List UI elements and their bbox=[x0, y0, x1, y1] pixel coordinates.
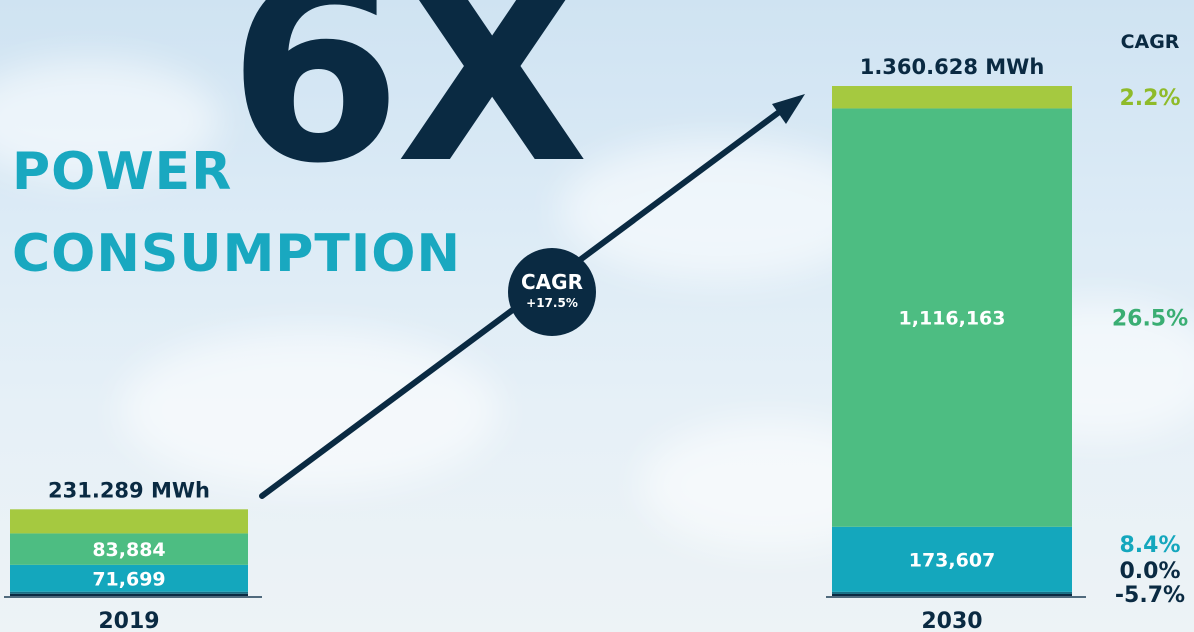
bar-segment-2030-3 bbox=[832, 108, 1072, 527]
bar-segment-2030-2 bbox=[832, 526, 1072, 592]
bar-total-label: 231.289 MWh bbox=[48, 478, 210, 502]
bar-segment-2019-1 bbox=[10, 591, 248, 594]
cloud bbox=[560, 140, 880, 280]
headline-line2: CONSUMPTION bbox=[12, 224, 461, 284]
cagr-badge-label: CAGR bbox=[521, 270, 583, 294]
cagr-badge: CAGR +17.5% bbox=[508, 248, 596, 336]
bar-segment-2019-4 bbox=[10, 509, 248, 534]
cagr-column-header: CAGR bbox=[1121, 31, 1180, 53]
segment-value-label: 83,884 bbox=[92, 539, 165, 561]
cloud bbox=[0, 60, 220, 180]
growth-arrow-head bbox=[772, 94, 805, 124]
segment-value-label: 71,699 bbox=[92, 568, 165, 590]
cagr-value-2: 8.4% bbox=[1119, 533, 1180, 558]
bar-segment-2030-0 bbox=[832, 593, 1072, 596]
headline-multiplier: 6X bbox=[228, 0, 589, 218]
segment-value-label: 173,607 bbox=[909, 549, 996, 571]
bar-segment-2030-1 bbox=[832, 591, 1072, 594]
category-label-2019: 2019 bbox=[98, 609, 159, 632]
bar-segment-2019-2 bbox=[10, 564, 248, 592]
cagr-value-1: 0.0% bbox=[1119, 559, 1180, 584]
cagr-value-4: 2.2% bbox=[1119, 86, 1180, 111]
headline-line1: POWER bbox=[12, 142, 233, 202]
bar-segment-2019-0 bbox=[10, 593, 248, 596]
category-label-2030: 2030 bbox=[921, 609, 982, 632]
segment-value-label: 1,116,163 bbox=[899, 308, 1006, 330]
bar-segment-2019-3 bbox=[10, 533, 248, 565]
cagr-value-3: 26.5% bbox=[1112, 307, 1188, 332]
bar-segment-2030-4 bbox=[832, 86, 1072, 109]
cagr-value-0: -5.7% bbox=[1115, 583, 1185, 608]
cagr-badge-value: +17.5% bbox=[526, 296, 578, 310]
bar-total-label: 1.360.628 MWh bbox=[860, 55, 1045, 79]
